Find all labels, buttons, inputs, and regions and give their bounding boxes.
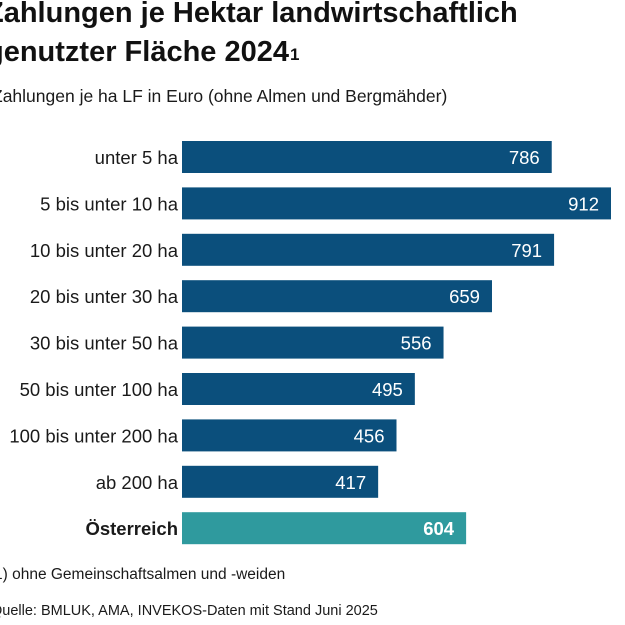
bar-30-bis-unter-50-ha [182, 326, 444, 359]
chart-title-line-2-text: genutzter Fläche 2024 [0, 36, 289, 68]
bar-10-bis-unter-20-ha [182, 233, 555, 266]
bar-unter-5-ha [182, 141, 552, 173]
value-label-5-bis-unter-10-ha: 912 [568, 193, 599, 214]
category-label-10-bis-unter-20-ha: 10 bis unter 20 ha [30, 240, 179, 261]
chart-title-line-2: genutzter Fläche 20241 [0, 33, 625, 72]
value-label-unter-5-ha: 786 [509, 147, 540, 168]
category-label-ab-200-ha: ab 200 ha [96, 472, 179, 493]
value-label-10-bis-unter-20-ha: 791 [511, 240, 542, 261]
bar-oesterreich [182, 512, 467, 545]
value-label-20-bis-unter-30-ha: 659 [449, 286, 480, 307]
chart-title: Zahlungen je Hektar landwirtschaftlich g… [0, 0, 625, 72]
value-label-oesterreich: 604 [423, 518, 455, 539]
category-label-30-bis-unter-50-ha: 30 bis unter 50 ha [30, 333, 179, 354]
chart-subtitle: Zahlungen je ha LF in Euro (ohne Almen u… [0, 86, 448, 106]
footnote-marker: 1 [290, 45, 300, 64]
category-label-5-bis-unter-10-ha: 5 bis unter 10 ha [40, 193, 179, 214]
bar-5-bis-unter-10-ha [182, 187, 611, 220]
chart-title-line-1: Zahlungen je Hektar landwirtschaftlich [0, 0, 518, 29]
source-note: Quelle: BMLUK, AMA, INVEKOS-Daten mit St… [0, 603, 378, 619]
category-label-50-bis-unter-100-ha: 50 bis unter 100 ha [20, 379, 179, 400]
bar-100-bis-unter-200-ha [182, 419, 397, 452]
category-label-oesterreich: Österreich [85, 518, 178, 539]
category-label-20-bis-unter-30-ha: 20 bis unter 30 ha [30, 286, 179, 307]
category-label-unter-5-ha: unter 5 ha [95, 147, 179, 168]
value-label-100-bis-unter-200-ha: 456 [354, 425, 385, 446]
value-label-ab-200-ha: 417 [335, 472, 366, 493]
category-label-100-bis-unter-200-ha: 100 bis unter 200 ha [9, 425, 178, 446]
bar-ab-200-ha [182, 465, 379, 498]
value-label-30-bis-unter-50-ha: 556 [401, 333, 432, 354]
bar-50-bis-unter-100-ha [182, 373, 415, 405]
value-label-50-bis-unter-100-ha: 495 [372, 379, 403, 400]
bar-20-bis-unter-30-ha [182, 280, 492, 313]
footnote: 1) ohne Gemeinschaftsalmen und -weiden [0, 566, 286, 583]
